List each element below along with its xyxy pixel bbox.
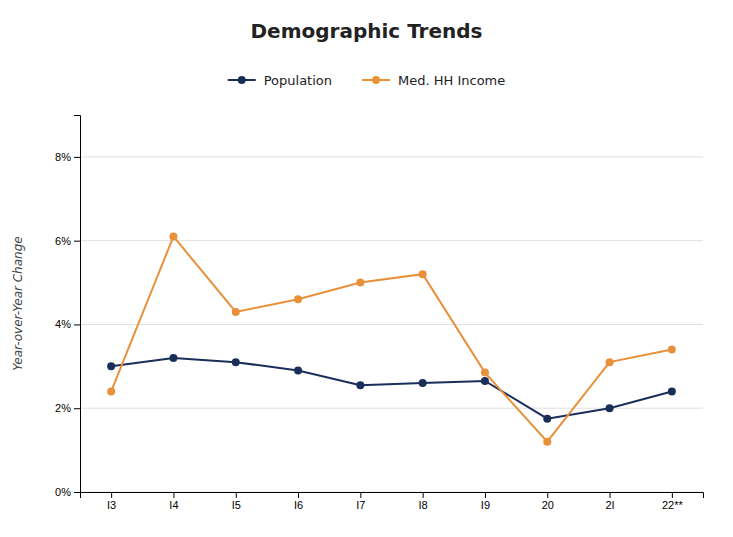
x-tick-label: I7 xyxy=(356,499,365,511)
y-tick-mark xyxy=(74,157,80,158)
x-tick: I7 xyxy=(356,492,365,511)
marks xyxy=(107,232,676,445)
point xyxy=(169,354,177,362)
x-tick: I3 xyxy=(107,492,116,511)
x-tick-mark xyxy=(423,492,424,498)
y-tick-label: 2% xyxy=(55,402,71,414)
y-tick: 4% xyxy=(55,318,80,330)
point xyxy=(543,415,551,423)
y-tick-label: 0% xyxy=(55,486,71,498)
point xyxy=(668,346,676,354)
x-tick: 22** xyxy=(662,492,684,511)
legend-label: Population xyxy=(264,73,332,88)
x-tick-label: I3 xyxy=(107,499,116,511)
chart: Demographic Trends 0% 2% 4% 6% 8% I3 I4 I5 I6 I7 I8… xyxy=(0,0,733,537)
y-tick-label: 6% xyxy=(55,235,71,247)
legend-marker xyxy=(238,76,246,84)
point xyxy=(232,358,240,366)
line xyxy=(111,358,672,419)
title: Demographic Trends xyxy=(251,19,483,43)
point xyxy=(481,377,489,385)
grid xyxy=(80,157,703,492)
y-tick-label: 8% xyxy=(55,151,71,163)
x-tick-label: 20 xyxy=(542,499,554,511)
point xyxy=(543,438,551,446)
y-axis-title: Year-over-Year Change xyxy=(11,236,25,370)
point xyxy=(232,308,240,316)
y-tick-mark xyxy=(74,241,80,242)
x-tick: I8 xyxy=(419,492,428,511)
x-tick-mark xyxy=(360,492,361,498)
x-tick-mark xyxy=(610,492,611,498)
x-tick-mark xyxy=(173,492,174,498)
y-tick: 2% xyxy=(55,402,80,414)
y-tick: 0% xyxy=(55,486,80,498)
y-axis: 0% 2% 4% 6% 8% xyxy=(55,116,80,499)
x-tick-label: I5 xyxy=(232,499,241,511)
plot-area: 0% 2% 4% 6% 8% I3 I4 I5 I6 I7 I8 I9 20 2I 22** xyxy=(55,116,703,511)
legend-marker xyxy=(372,76,380,84)
point xyxy=(107,362,115,370)
x-tick-label: 22** xyxy=(662,499,684,511)
x-tick-label: 2I xyxy=(605,499,614,511)
point xyxy=(481,369,489,377)
y-tick: 6% xyxy=(55,235,80,247)
x-tick-label: I4 xyxy=(169,499,178,511)
legend-item: Population xyxy=(228,73,332,88)
x-tick-label: I9 xyxy=(481,499,490,511)
y-tick-mark xyxy=(74,324,80,325)
y-tick: 8% xyxy=(55,151,80,163)
legend: Population Med. HH Income xyxy=(228,73,506,88)
point xyxy=(294,367,302,375)
line xyxy=(111,236,672,441)
x-tick: 2I xyxy=(605,492,614,511)
x-tick: 20 xyxy=(542,492,554,511)
point xyxy=(606,358,614,366)
y-tick-mark xyxy=(74,492,80,493)
x-tick-mark xyxy=(485,492,486,498)
x-tick-mark xyxy=(672,492,673,498)
x-tick-mark xyxy=(547,492,548,498)
legend-label: Med. HH Income xyxy=(398,73,505,88)
point xyxy=(668,387,676,395)
x-tick-mark xyxy=(111,492,112,498)
point xyxy=(606,404,614,412)
x-axis: I3 I4 I5 I6 I7 I8 I9 20 2I 22** xyxy=(81,492,704,511)
grid-line xyxy=(80,156,703,157)
point xyxy=(107,387,115,395)
point xyxy=(356,279,364,287)
legend-item: Med. HH Income xyxy=(362,73,505,88)
y-tick-label: 4% xyxy=(55,318,71,330)
point xyxy=(169,232,177,240)
x-tick: I4 xyxy=(169,492,178,511)
x-tick-mark xyxy=(298,492,299,498)
x-tick: I9 xyxy=(481,492,490,511)
x-tick: I5 xyxy=(232,492,241,511)
y-tick-mark xyxy=(74,408,80,409)
x-tick: I6 xyxy=(294,492,303,511)
x-tick-label: I6 xyxy=(294,499,303,511)
point xyxy=(356,381,364,389)
point xyxy=(419,270,427,278)
x-tick-mark xyxy=(236,492,237,498)
point xyxy=(294,295,302,303)
grid-line xyxy=(80,324,703,325)
y-axis-line xyxy=(74,116,81,493)
x-axis-line xyxy=(81,493,704,499)
x-tick-label: I8 xyxy=(419,499,428,511)
point xyxy=(419,379,427,387)
